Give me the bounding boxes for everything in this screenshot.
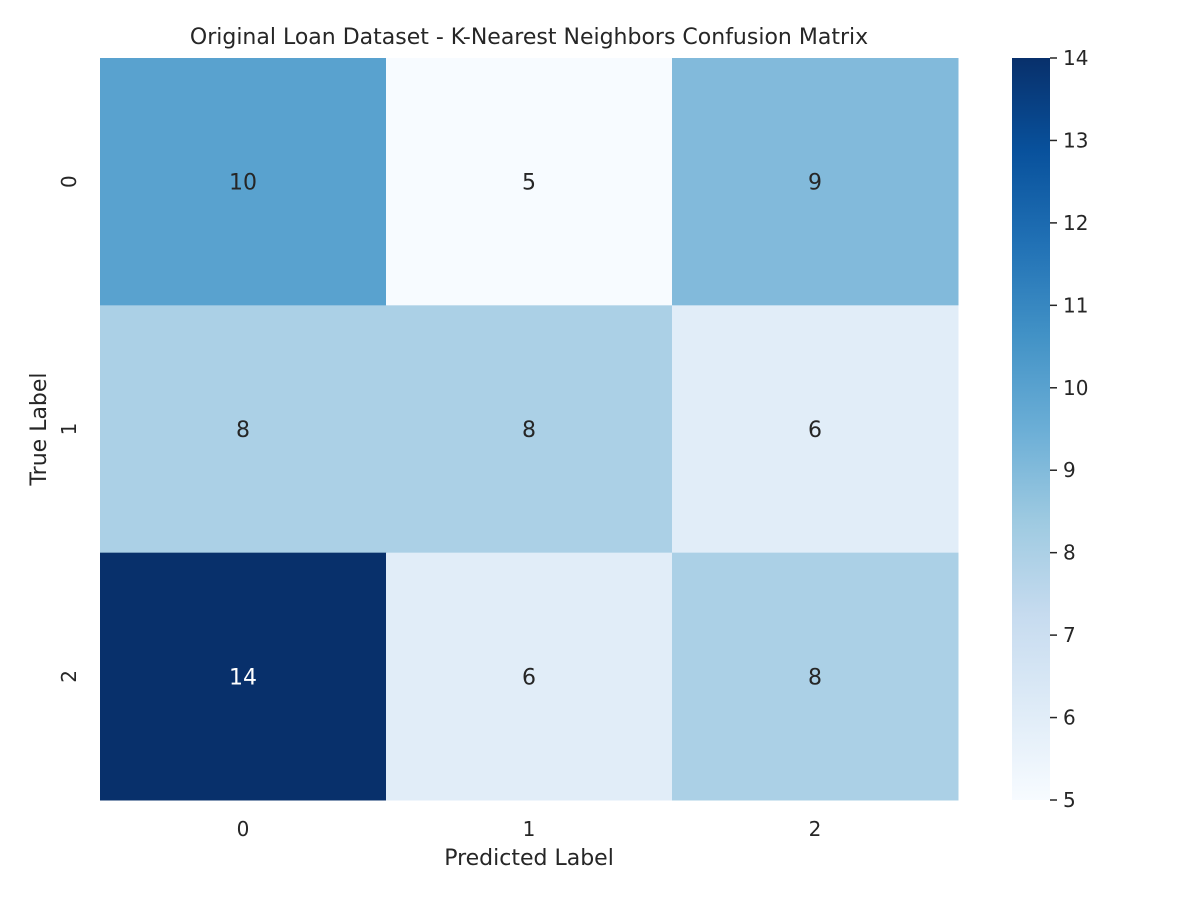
chart-title: Original Loan Dataset - K-Nearest Neighb… bbox=[190, 25, 868, 50]
colorbar-tick-label: 10 bbox=[1063, 376, 1088, 400]
cell-value-label: 8 bbox=[808, 665, 822, 690]
x-tick-label: 2 bbox=[809, 817, 822, 841]
y-tick-label: 2 bbox=[57, 670, 81, 683]
cell-value-label: 9 bbox=[808, 171, 822, 196]
colorbar-tick-label: 7 bbox=[1063, 623, 1076, 647]
heatmap-cell bbox=[672, 305, 959, 554]
heatmap-cell bbox=[100, 58, 387, 306]
colorbar-tick-label: 11 bbox=[1063, 293, 1088, 317]
cell-value-label: 6 bbox=[522, 665, 536, 690]
colorbar-tick-label: 13 bbox=[1063, 128, 1088, 152]
y-axis-label: True Label bbox=[27, 372, 52, 486]
colorbar bbox=[1012, 58, 1050, 800]
colorbar-tick-label: 9 bbox=[1063, 458, 1076, 482]
y-tick-label: 1 bbox=[57, 423, 81, 436]
y-tick-label: 0 bbox=[57, 175, 81, 188]
colorbar-tick-label: 12 bbox=[1063, 211, 1088, 235]
cell-annotations: 10 5 9 8 8 6 14 6 8 bbox=[229, 171, 822, 691]
y-axis-ticks: 0 1 2 bbox=[57, 175, 81, 682]
x-axis-label: Predicted Label bbox=[444, 846, 614, 871]
heatmap-cell bbox=[386, 305, 673, 554]
cell-value-label: 6 bbox=[808, 418, 822, 443]
heatmap-cell bbox=[386, 58, 673, 306]
cell-value-label: 10 bbox=[229, 171, 257, 196]
heatmap-cell bbox=[100, 305, 387, 554]
colorbar-tick-label: 8 bbox=[1063, 541, 1076, 565]
colorbar-tick-label: 14 bbox=[1063, 46, 1088, 70]
heatmap-cells bbox=[100, 58, 959, 801]
cell-value-label: 8 bbox=[522, 418, 536, 443]
heatmap-cell bbox=[100, 552, 387, 801]
x-axis-ticks: 0 1 2 bbox=[237, 817, 822, 841]
x-tick-label: 0 bbox=[237, 817, 250, 841]
cell-value-label: 5 bbox=[522, 171, 536, 196]
heatmap-cell bbox=[672, 58, 959, 306]
x-tick-label: 1 bbox=[523, 817, 536, 841]
colorbar-ticks: 5 6 7 8 9 10 11 12 13 14 bbox=[1050, 46, 1088, 812]
colorbar-tick-label: 5 bbox=[1063, 788, 1076, 812]
cell-value-label: 14 bbox=[229, 665, 257, 690]
colorbar-tick-label: 6 bbox=[1063, 706, 1076, 730]
cell-value-label: 8 bbox=[236, 418, 250, 443]
heatmap-cell bbox=[672, 552, 959, 801]
heatmap-cell bbox=[386, 552, 673, 801]
